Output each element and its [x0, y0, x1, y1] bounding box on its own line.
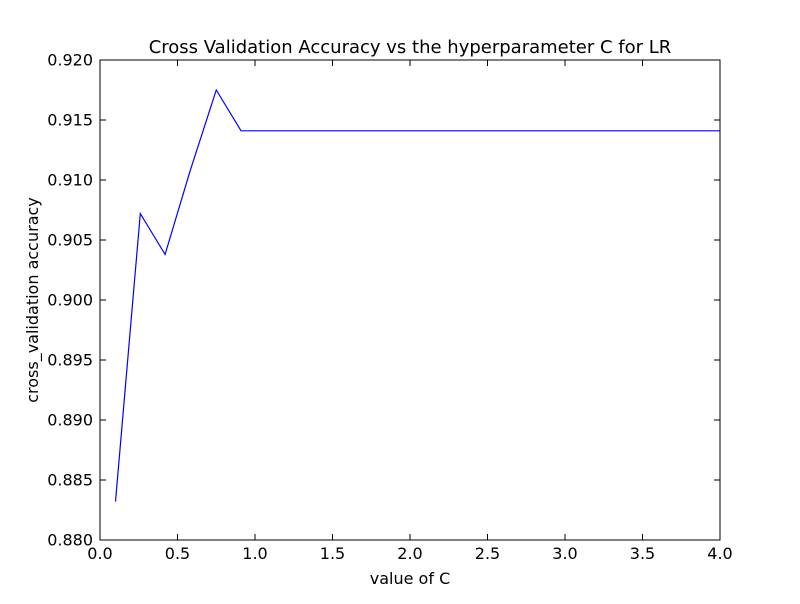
y-tick-label: 0.890: [47, 411, 93, 430]
x-tick-label: 3.0: [552, 544, 577, 563]
ticks-layer: 0.0 0.5 1.0 1.5 2.0 2.5 3.0 3.5 4.0 0.880 0.885 0.8…: [47, 51, 733, 564]
y-tick-label: 0.905: [47, 231, 93, 250]
x-tick-label: 2.0: [397, 544, 422, 563]
x-tick-label: 2.5: [475, 544, 500, 563]
series-line: [114, 88, 720, 502]
x-tick-label: 1.5: [320, 544, 345, 563]
y-axis-label: cross_validation accuracy: [23, 197, 43, 403]
x-tick-label: 1.0: [242, 544, 267, 563]
y-tick-label: 0.920: [47, 51, 93, 70]
x-axis-label: value of C: [370, 569, 450, 588]
series-layer: [114, 88, 720, 502]
chart-title: Cross Validation Accuracy vs the hyperpa…: [149, 37, 672, 58]
x-tick-label: 3.5: [630, 544, 655, 563]
y-tick-label: 0.885: [47, 471, 93, 490]
x-tick-label: 0.0: [87, 544, 112, 563]
x-tick-label: 0.5: [165, 544, 190, 563]
y-tick-label: 0.915: [47, 111, 93, 130]
y-tick-label: 0.880: [47, 531, 93, 550]
plot-frame: [99, 59, 721, 541]
y-tick-label: 0.895: [47, 351, 93, 370]
x-tick-label: 4.0: [707, 544, 732, 563]
y-tick-label: 0.900: [47, 291, 93, 310]
y-tick-label: 0.910: [47, 171, 93, 190]
